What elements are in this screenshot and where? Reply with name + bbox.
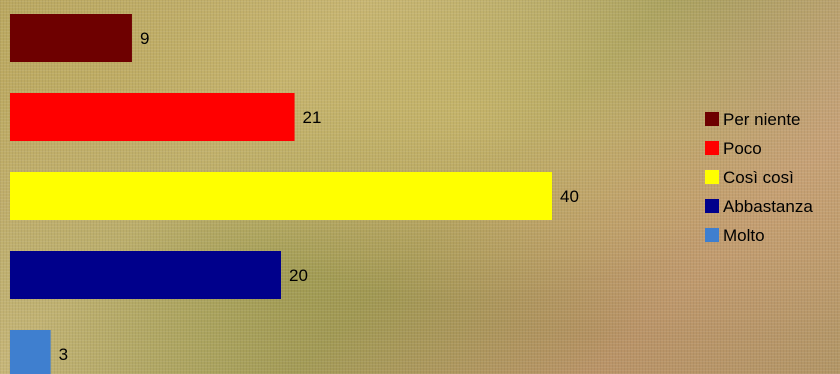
bar-1	[10, 14, 132, 62]
bar-3	[10, 172, 552, 220]
data-label-1: 9	[140, 29, 149, 48]
legend-label-3: Così così	[723, 168, 794, 187]
data-label-5: 3	[59, 345, 68, 364]
legend-swatch-5	[705, 228, 719, 242]
bar-2	[10, 93, 295, 141]
bar-5	[10, 330, 51, 374]
data-label-2: 21	[303, 108, 322, 127]
legend-label-4: Abbastanza	[723, 197, 813, 216]
legend-swatch-1	[705, 112, 719, 126]
legend-swatch-3	[705, 170, 719, 184]
bars-group	[10, 14, 552, 374]
legend-swatch-2	[705, 141, 719, 155]
data-labels-group: 9 21 40 20 3	[59, 29, 579, 364]
legend-swatch-4	[705, 199, 719, 213]
legend: Per niente Poco Così così Abbastanza Molto	[705, 110, 813, 245]
data-label-3: 40	[560, 187, 579, 206]
legend-label-5: Molto	[723, 226, 765, 245]
legend-label-1: Per niente	[723, 110, 801, 129]
data-label-4: 20	[289, 266, 308, 285]
bar-4	[10, 251, 281, 299]
legend-label-2: Poco	[723, 139, 762, 158]
